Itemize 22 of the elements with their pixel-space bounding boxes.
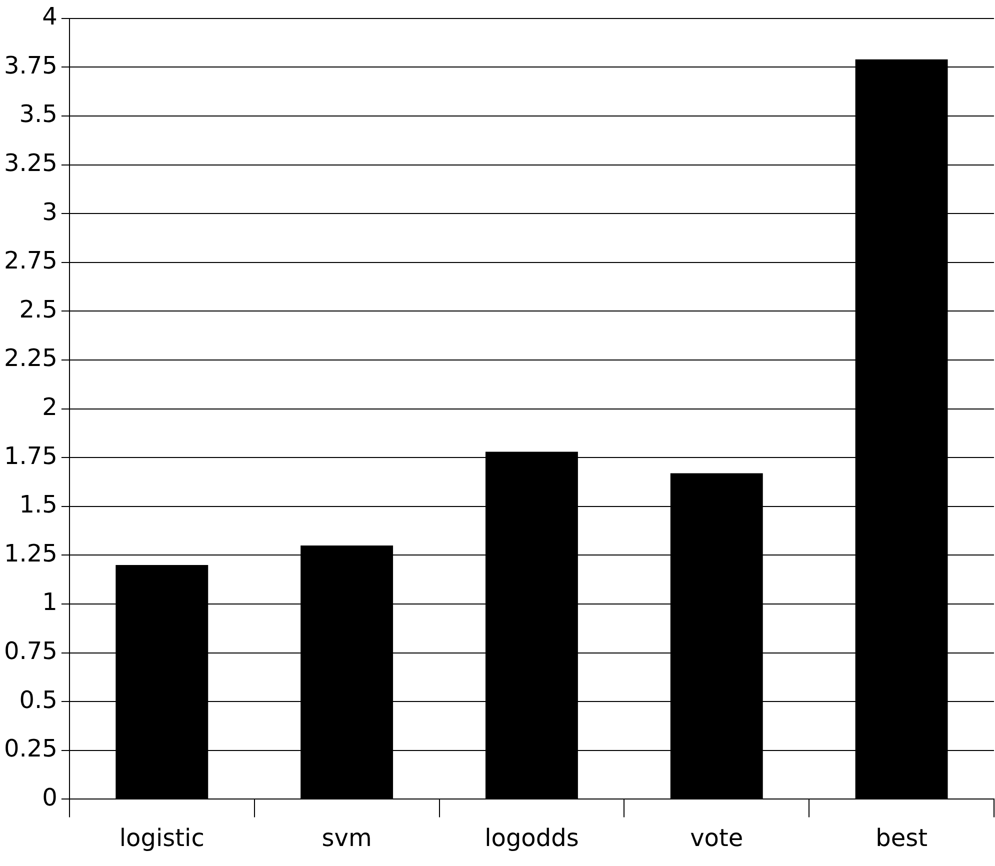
x-tick-label: svm: [322, 824, 372, 852]
y-tick-label: 2.75: [4, 246, 58, 275]
y-tick-label: 2.25: [4, 344, 58, 372]
y-tick-label: 0.25: [4, 734, 58, 763]
x-tick-label: logodds: [484, 824, 579, 852]
y-tick-label: 0.5: [19, 686, 58, 714]
x-tick-label: best: [876, 824, 928, 852]
y-tick-label: 3: [42, 198, 58, 226]
y-tick-label: 1.25: [4, 539, 58, 568]
y-tick-label: 1.5: [19, 490, 58, 519]
y-tick-label: 0: [42, 783, 58, 812]
x-tick-label: vote: [690, 824, 744, 852]
y-tick-label: 4: [42, 2, 58, 31]
y-tick-label: 2: [42, 393, 58, 422]
y-tick-label: 0.75: [4, 637, 58, 666]
y-tick-label: 1: [42, 588, 58, 616]
y-tick-label: 3.5: [19, 100, 58, 128]
y-tick-label: 3.75: [4, 51, 58, 80]
y-tick-label: 3.25: [4, 149, 58, 178]
x-tick-label: logistic: [119, 824, 204, 852]
y-tick-label: 2.5: [19, 295, 58, 324]
y-tick-label: 1.75: [4, 442, 58, 470]
